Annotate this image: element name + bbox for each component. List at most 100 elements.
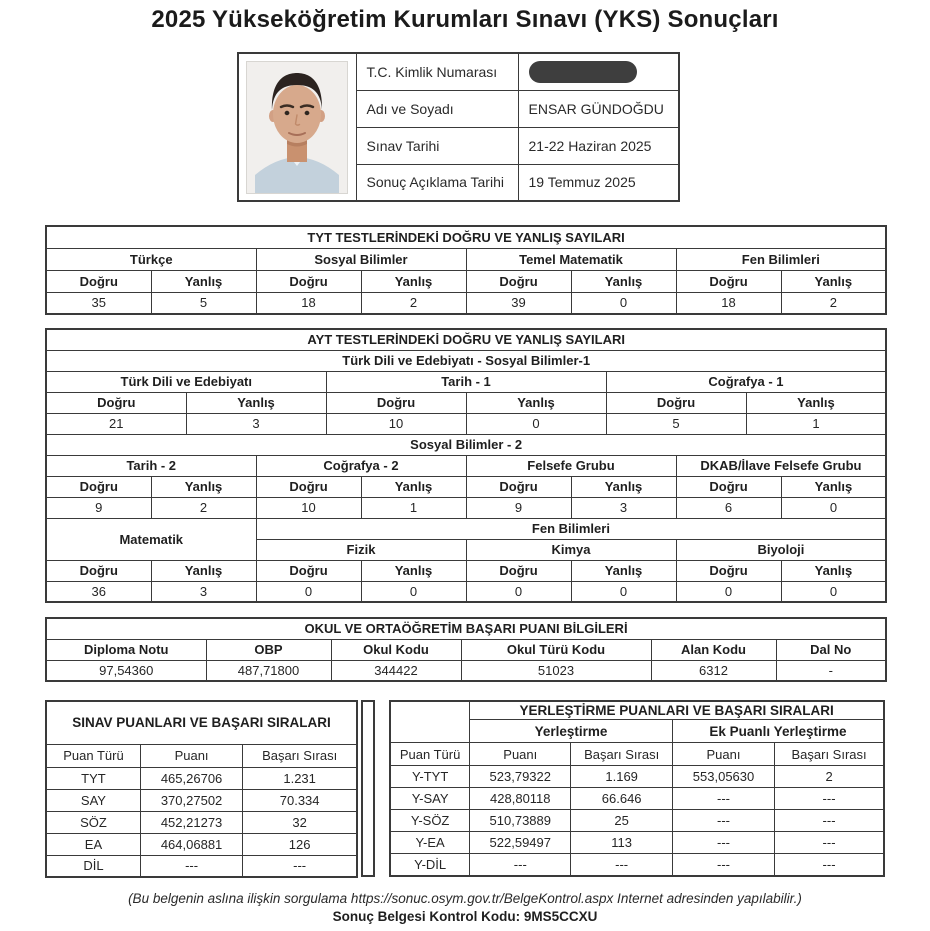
cell-value: ---: [774, 809, 885, 832]
column-header: Doğru: [675, 559, 782, 582]
group-header-placement: Yerleştirme: [469, 719, 673, 743]
column-header: Doğru: [675, 475, 782, 498]
table-row: Diploma Notu OBP Okul Kodu Okul Türü Kod…: [45, 638, 887, 661]
column-header: Başarı Sırası: [570, 742, 673, 766]
column-header: Doğru: [45, 559, 152, 582]
cell-value: 522,59497: [469, 831, 572, 854]
table-row: Türk Dili ve Edebiyatı Tarih - 1 Coğrafy…: [45, 370, 887, 393]
subject-header: Temel Matematik: [465, 247, 677, 271]
subject-header: Kimya: [465, 538, 677, 561]
column-header: Doğru: [255, 269, 362, 293]
section-title: YERLEŞTİRME PUANLARI VE BAŞARI SIRALARI: [469, 700, 885, 720]
cell-value: 0: [780, 496, 887, 519]
table-row: Türk Dili ve Edebiyatı - Sosyal Bilimler…: [45, 349, 887, 372]
field-value: 19 Temmuz 2025: [517, 163, 680, 202]
score-type: DİL: [45, 854, 141, 878]
page-title: 2025 Yükseköğretim Kurumları Sınavı (YKS…: [151, 6, 779, 33]
table-row: SINAV PUANLARI VE BAŞARI SIRALARI: [45, 700, 358, 745]
column-header: Yanlış: [570, 269, 677, 293]
ayt-results-table: AYT TESTLERİNDEKİ DOĞRU VE YANLIŞ SAYILA…: [45, 328, 888, 603]
table-row: TYT 465,26706 1.231: [45, 766, 358, 790]
table-row: Sınav Tarihi 21-22 Haziran 2025: [238, 126, 680, 165]
cell-value: 35: [45, 291, 152, 315]
cell-value: ---: [570, 853, 673, 876]
column-header: Yanlış: [150, 475, 257, 498]
cell-value: 0: [570, 580, 677, 603]
cell-value: 9: [465, 496, 572, 519]
score-type: Y-SAY: [389, 787, 471, 810]
cell-value: ---: [774, 831, 885, 854]
subject-header: Türk Dili ve Edebiyatı: [45, 370, 327, 393]
student-photo-cell: [237, 52, 357, 202]
cell-value: 2: [150, 496, 257, 519]
placement-scores-table: YERLEŞTİRME PUANLARI VE BAŞARI SIRALARI …: [389, 700, 885, 877]
cell-value: 2: [774, 765, 885, 788]
table-row: Adı ve Soyadı ENSAR GÜNDOĞDU: [238, 89, 680, 128]
column-header: Okul Kodu: [330, 638, 462, 661]
redaction-pill: [528, 60, 637, 83]
cell-value: 6: [675, 496, 782, 519]
cell-value: 70.334: [242, 788, 358, 812]
cell-value: 18: [255, 291, 362, 315]
subject-header: Coğrafya - 2: [255, 454, 467, 477]
result-document: 2025 Yükseköğretim Kurumları Sınavı (YKS…: [0, 6, 930, 931]
student-info-table: T.C. Kimlik Numarası Adı ve Soyadı ENSAR…: [237, 52, 680, 202]
column-header: Puanı: [139, 743, 244, 768]
cell-value: 39: [465, 291, 572, 315]
control-code: Sonuç Belgesi Kontrol Kodu: 9MS5CCXU: [332, 909, 598, 924]
cell-value: 370,27502: [139, 788, 244, 812]
field-label: Sınav Tarihi: [355, 126, 519, 165]
column-header: Yanlış: [360, 475, 467, 498]
table-row: Doğru Yanlış Doğru Yanlış Doğru Yanlış D…: [45, 475, 887, 498]
column-header: Yanlış: [780, 475, 887, 498]
cell-value: 0: [465, 580, 572, 603]
table-row: Fizik Kimya Biyoloji: [46, 538, 887, 561]
cell-value: 25: [570, 809, 673, 832]
table-row: AYT TESTLERİNDEKİ DOĞRU VE YANLIŞ SAYILA…: [45, 328, 887, 351]
exam-scores-table: SINAV PUANLARI VE BAŞARI SIRALARI Puan T…: [45, 700, 359, 878]
field-label: Adı ve Soyadı: [355, 89, 519, 128]
table-row: OKUL VE ORTAÖĞRETİM BAŞARI PUANI BİLGİLE…: [45, 617, 887, 640]
verification-note: (Bu belgenin aslına ilişkin sorgulama ht…: [128, 891, 802, 906]
subject-header: Türkçe: [45, 247, 257, 271]
column-header: Puanı: [671, 742, 776, 766]
cell-value: 66.646: [570, 787, 673, 810]
empty-corner-cell: [389, 700, 471, 743]
column-header: Yanlış: [360, 269, 467, 293]
column-header: Doğru: [465, 269, 572, 293]
column-header: Okul Türü Kodu: [460, 638, 652, 661]
field-value: 21-22 Haziran 2025: [517, 126, 680, 165]
table-row: SAY 370,27502 70.334: [45, 788, 358, 812]
column-header: Yanlış: [780, 269, 887, 293]
table-row: Türkçe Sosyal Bilimler Temel Matematik F…: [45, 247, 887, 271]
table-row: Y-SÖZ 510,73889 25 --- ---: [389, 809, 885, 832]
table-row: 35 5 18 2 39 0 18 2: [45, 291, 887, 315]
column-header: Yanlış: [570, 559, 677, 582]
section-title: SINAV PUANLARI VE BAŞARI SIRALARI: [45, 700, 358, 745]
score-type: SAY: [45, 788, 141, 812]
subject-header: Fizik: [255, 538, 467, 561]
subject-header: Sosyal Bilimler: [255, 247, 467, 271]
cell-value: 2: [780, 291, 887, 315]
table-row: Sosyal Bilimler - 2: [45, 433, 887, 456]
cell-value: 51023: [460, 659, 652, 682]
cell-value: 2: [360, 291, 467, 315]
field-label: Sonuç Açıklama Tarihi: [355, 163, 519, 202]
cell-value: ---: [671, 787, 776, 810]
cell-value: ---: [671, 853, 776, 876]
table-row: T.C. Kimlik Numarası: [237, 52, 680, 202]
column-header: Puanı: [469, 742, 572, 766]
column-header: Dal No: [775, 638, 887, 661]
cell-value: 464,06881: [139, 832, 244, 856]
cell-value: ---: [671, 809, 776, 832]
column-header: Doğru: [255, 475, 362, 498]
column-header: Alan Kodu: [650, 638, 777, 661]
table-row: Tarih - 2 Coğrafya - 2 Felsefe Grubu DKA…: [45, 454, 887, 477]
column-header: Başarı Sırası: [774, 742, 885, 766]
cell-value: 0: [465, 412, 607, 435]
table-row: Y-DİL --- --- --- ---: [389, 853, 885, 876]
cell-value: 10: [325, 412, 467, 435]
column-header: Yanlış: [465, 391, 607, 414]
cell-value: 3: [150, 580, 257, 603]
column-header: Yanlış: [780, 559, 887, 582]
